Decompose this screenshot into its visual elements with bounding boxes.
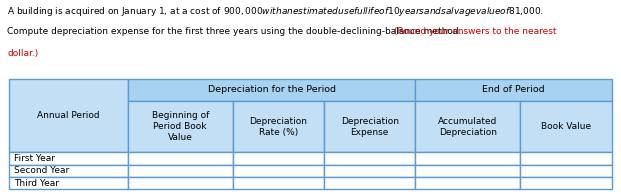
- Bar: [9, 79, 128, 152]
- Bar: [233, 101, 324, 152]
- Text: Depreciation
Rate (%): Depreciation Rate (%): [250, 117, 307, 137]
- Bar: [415, 79, 612, 101]
- Bar: [415, 152, 520, 165]
- Text: Compute depreciation expense for the first three years using the double-declinin: Compute depreciation expense for the fir…: [7, 27, 465, 36]
- Bar: [233, 152, 324, 165]
- Bar: [415, 177, 520, 189]
- Text: (Round your answers to the nearest: (Round your answers to the nearest: [394, 27, 556, 36]
- Bar: [324, 152, 415, 165]
- Text: Depreciation for the Period: Depreciation for the Period: [207, 85, 335, 94]
- Bar: [520, 165, 612, 177]
- Text: End of Period: End of Period: [483, 85, 545, 94]
- Bar: [9, 165, 128, 177]
- Bar: [233, 165, 324, 177]
- Bar: [520, 101, 612, 152]
- Bar: [9, 177, 128, 189]
- Bar: [415, 101, 520, 152]
- Text: Annual Period: Annual Period: [37, 111, 100, 120]
- Bar: [128, 177, 233, 189]
- Text: A building is acquired on January 1, at a cost of $900,000 with an estimated use: A building is acquired on January 1, at …: [7, 5, 545, 18]
- Text: dollar.): dollar.): [7, 49, 39, 58]
- Text: Third Year: Third Year: [14, 178, 58, 188]
- Bar: [415, 165, 520, 177]
- Bar: [128, 79, 415, 101]
- Bar: [9, 152, 128, 165]
- Bar: [324, 165, 415, 177]
- Bar: [520, 152, 612, 165]
- Bar: [324, 101, 415, 152]
- Text: Book Value: Book Value: [541, 122, 591, 131]
- Text: Accumulated
Depreciation: Accumulated Depreciation: [438, 117, 497, 137]
- Text: Beginning of
Period Book
Value: Beginning of Period Book Value: [152, 111, 209, 142]
- Bar: [128, 165, 233, 177]
- Text: Second Year: Second Year: [14, 166, 69, 175]
- Bar: [128, 152, 233, 165]
- Text: Depreciation
Expense: Depreciation Expense: [341, 117, 399, 137]
- Bar: [520, 177, 612, 189]
- Bar: [233, 177, 324, 189]
- Bar: [324, 177, 415, 189]
- Text: First Year: First Year: [14, 154, 55, 163]
- Bar: [128, 101, 233, 152]
